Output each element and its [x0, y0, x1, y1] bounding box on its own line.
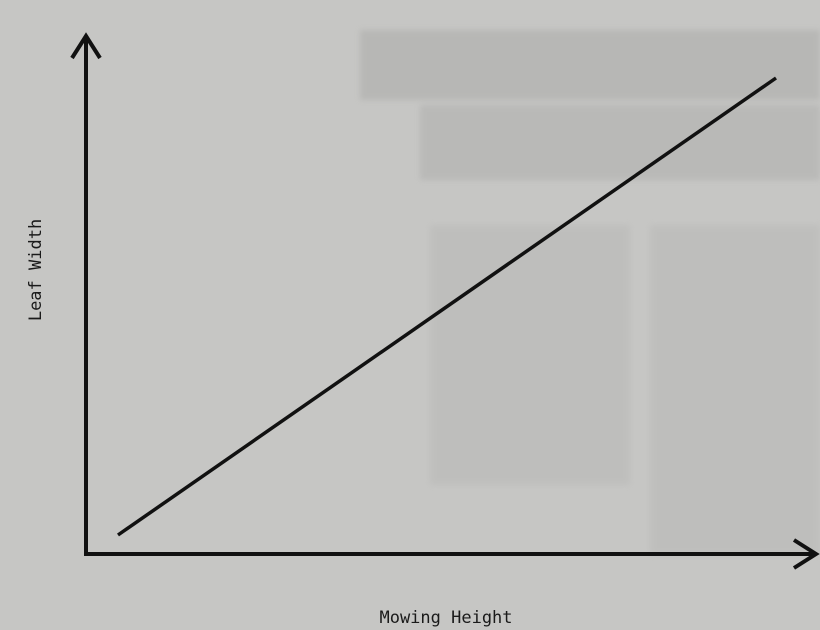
bleed-block — [360, 30, 820, 100]
bleed-block — [650, 225, 820, 555]
bleed-block — [430, 225, 630, 485]
bleed-block — [420, 105, 820, 180]
y-axis-arrow — [70, 32, 102, 60]
axes — [70, 32, 820, 570]
x-axis-arrow — [792, 538, 820, 570]
x-axis-label: Mowing Height — [379, 608, 512, 628]
trend-line — [117, 76, 777, 537]
bleed-through — [360, 30, 820, 555]
y-axis-label: Leaf Width — [26, 219, 46, 321]
